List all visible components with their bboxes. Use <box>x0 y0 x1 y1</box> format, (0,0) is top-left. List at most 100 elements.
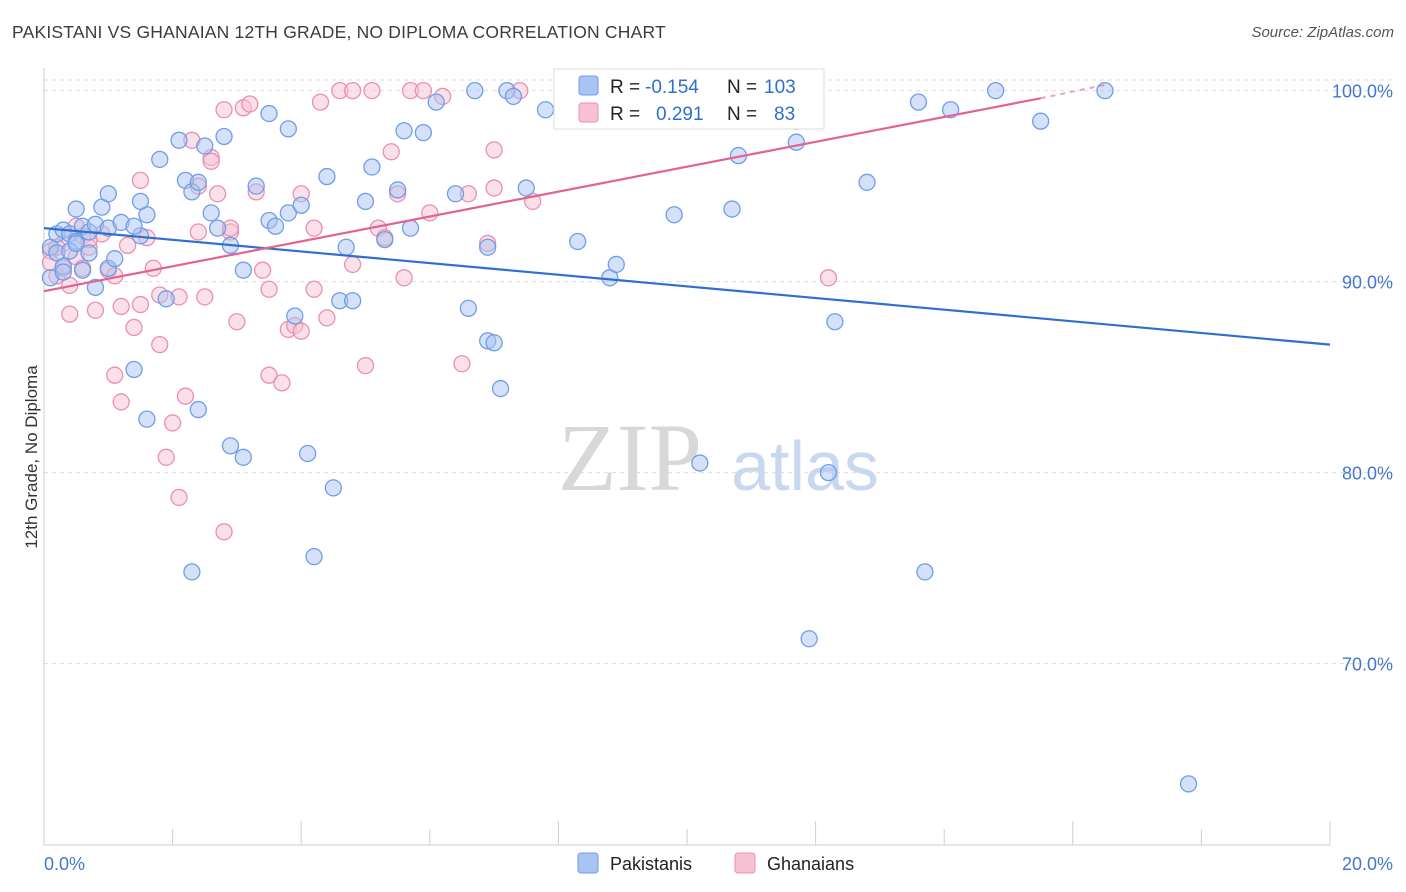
point-pakistani <box>73 261 92 279</box>
point-pakistani <box>170 131 188 149</box>
trend-line-extension-ghanaians <box>1040 83 1106 100</box>
point-ghanaian <box>260 280 278 298</box>
point-pakistani <box>909 93 928 111</box>
x-tick-label-max: 20.0% <box>1342 854 1393 874</box>
point-ghanaian <box>86 301 105 319</box>
gridlines <box>44 79 1393 665</box>
point-pakistani <box>395 122 413 140</box>
axes <box>43 68 1331 846</box>
point-ghanaian <box>170 488 188 507</box>
point-pakistani <box>318 167 336 186</box>
point-pakistani <box>466 81 484 100</box>
point-ghanaian <box>125 318 143 337</box>
point-pakistani <box>183 563 201 581</box>
point-pakistani <box>234 448 252 466</box>
point-pakistani <box>196 137 214 155</box>
point-ghanaian <box>241 95 259 113</box>
point-ghanaian <box>485 179 503 197</box>
legend-box <box>553 68 825 130</box>
point-pakistani <box>247 177 265 195</box>
point-pakistani <box>67 234 85 253</box>
point-pakistani <box>388 181 407 199</box>
point-pakistani <box>800 630 818 648</box>
y-tick-label: 70.0% <box>1342 655 1393 675</box>
point-ghanaian <box>118 236 137 254</box>
chart-title: PAKISTANI VS GHANAIAN 12TH GRADE, NO DIP… <box>12 22 666 42</box>
point-pakistani <box>986 81 1005 100</box>
point-pakistani <box>215 127 233 146</box>
point-pakistani <box>504 87 523 106</box>
point-pakistani <box>916 563 934 581</box>
point-ghanaian <box>253 261 272 279</box>
point-pakistani <box>459 299 478 318</box>
legend-stats: R = -0.154 N = 103 R = 0.291 N = 83 <box>553 68 825 130</box>
legend-swatch-ghanaians <box>578 102 599 123</box>
point-pakistani <box>414 124 433 142</box>
point-pakistani <box>337 238 355 256</box>
point-ghanaian <box>305 219 323 237</box>
point-pakistani <box>138 410 156 428</box>
point-pakistani <box>607 255 625 274</box>
legend-n-label-1: N = <box>727 77 757 98</box>
point-pakistani <box>125 360 143 379</box>
point-ghanaian <box>157 448 175 466</box>
point-ghanaian <box>819 269 838 287</box>
point-pakistani <box>858 173 876 191</box>
point-pakistani <box>723 200 741 218</box>
point-pakistani <box>234 261 252 279</box>
point-ghanaian <box>228 313 246 331</box>
point-pakistani <box>151 150 169 169</box>
point-pakistani <box>479 238 497 256</box>
watermark-atlas: atlas <box>731 427 879 505</box>
point-pakistani <box>86 278 105 297</box>
legend-n-value-pakistanis: 103 <box>764 77 796 98</box>
point-ghanaian <box>356 357 375 375</box>
point-ghanaian <box>131 171 150 190</box>
point-pakistani <box>819 463 838 482</box>
point-pakistani <box>343 292 362 310</box>
point-ghanaian <box>131 295 150 314</box>
y-tick-label: 90.0% <box>1342 273 1393 293</box>
y-tick-label: 80.0% <box>1342 464 1393 484</box>
point-ghanaian <box>202 152 220 170</box>
point-pakistani <box>536 101 555 119</box>
legend-r-label-1: R = <box>610 77 640 98</box>
point-pakistani <box>356 192 375 211</box>
point-ghanaian <box>414 81 433 100</box>
legend-r-value-pakistanis: -0.154 <box>645 77 699 98</box>
legend-bottom-swatch-ghanaians <box>734 852 756 874</box>
point-pakistani <box>189 173 207 191</box>
legend-swatch-pakistanis <box>578 75 599 96</box>
point-ghanaian <box>305 280 323 298</box>
trend-lines <box>43 83 1331 346</box>
point-pakistani <box>665 206 683 224</box>
point-pakistani <box>106 250 124 268</box>
y-axis-title: 12th Grade, No Diploma <box>22 365 41 549</box>
point-pakistani <box>279 204 297 222</box>
point-pakistani <box>286 307 304 325</box>
source-label: Source: ZipAtlas.com <box>1251 24 1394 41</box>
point-ghanaian <box>215 523 233 541</box>
point-pakistani <box>491 379 510 398</box>
point-ghanaian <box>112 393 130 411</box>
legend-r-label-2: R = <box>610 104 640 125</box>
point-pakistani <box>202 204 220 222</box>
point-pakistani <box>517 179 535 197</box>
point-pakistani <box>54 263 72 281</box>
point-pakistani <box>446 185 465 203</box>
watermark-zip: ZIP <box>558 404 702 511</box>
series-pakistanis <box>41 81 1198 793</box>
point-ghanaian <box>343 255 362 274</box>
point-ghanaian <box>318 309 336 327</box>
point-pakistani <box>125 217 143 235</box>
point-ghanaian <box>363 81 381 100</box>
point-ghanaian <box>485 141 503 159</box>
y-tick-labels: 70.0% 80.0% 90.0% 100.0% <box>1332 82 1393 675</box>
point-ghanaian <box>343 81 362 100</box>
x-tick-label-min: 0.0% <box>44 854 85 874</box>
legend-series: Pakistanis Ghanaians <box>577 852 854 874</box>
point-pakistani <box>80 244 98 262</box>
trend-line-pakistanis <box>43 227 1331 346</box>
point-pakistani <box>266 217 285 235</box>
